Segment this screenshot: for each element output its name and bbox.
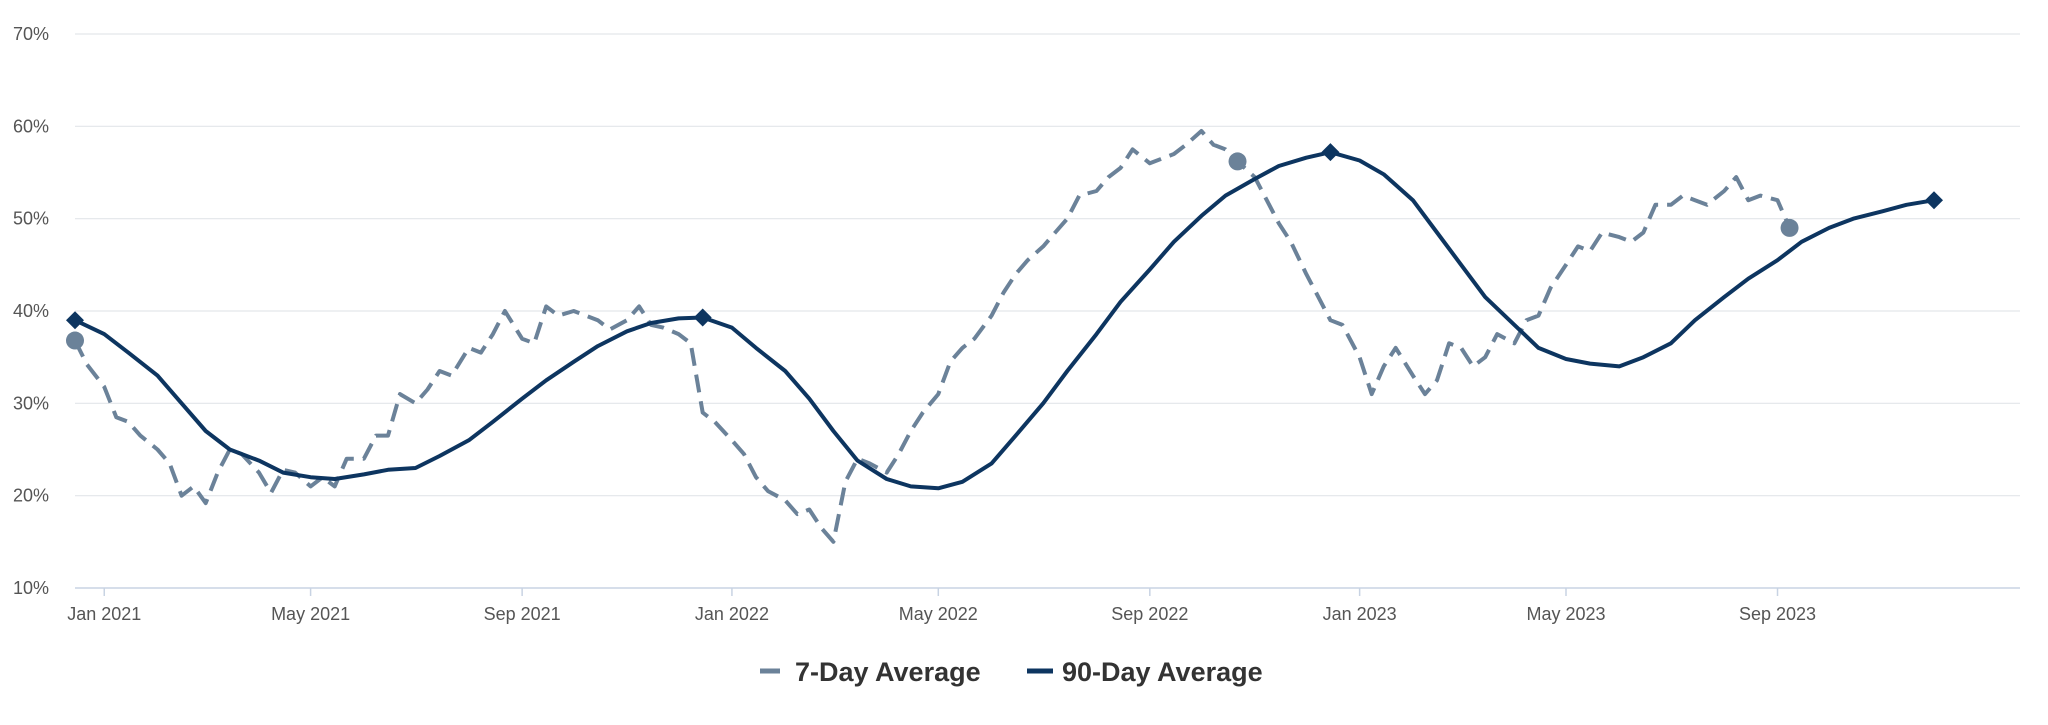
y-tick-label: 20% (13, 486, 49, 506)
x-tick-label: Jan 2022 (695, 604, 769, 624)
series-markers (66, 143, 1944, 350)
y-tick-label: 60% (13, 116, 49, 136)
y-tick-label: 10% (13, 578, 49, 598)
marker-90-day[interactable] (693, 308, 712, 327)
y-tick-label: 50% (13, 209, 49, 229)
y-tick-label: 30% (13, 393, 49, 413)
series-line-7-day (73, 129, 1792, 544)
y-axis-ticks: 10% 20% 30% 40% 50% 60% 70% (13, 24, 49, 598)
y-tick-label: 70% (13, 24, 49, 44)
marker-90-day[interactable] (66, 311, 84, 330)
x-tick-label: Sep 2022 (1111, 604, 1188, 624)
marker-7-day[interactable] (66, 331, 84, 350)
y-tick-label: 40% (13, 301, 49, 321)
x-tick-label: Jan 2021 (67, 604, 141, 624)
marker-7-day[interactable] (1780, 218, 1799, 237)
marker-90-day[interactable] (1321, 143, 1340, 162)
series-line-90-day (74, 150, 1935, 491)
x-tick-label: Sep 2023 (1739, 604, 1816, 624)
x-tick-label: Jan 2023 (1323, 604, 1397, 624)
grid-lines (75, 33, 2020, 497)
legend-item-7-day[interactable]: 7-Day Average (760, 657, 981, 687)
series-lines (73, 129, 1935, 544)
legend[interactable]: 7-Day Average 90-Day Average (760, 657, 1263, 687)
legend-label-90-day: 90-Day Average (1062, 657, 1263, 687)
marker-7-day[interactable] (1228, 152, 1247, 171)
x-axis: Jan 2021 May 2021 Sep 2021 Jan 2022 May 2022… (67, 587, 2020, 624)
legend-item-90-day[interactable]: 90-Day Average (1027, 657, 1263, 687)
x-tick-label: May 2023 (1526, 604, 1605, 624)
x-tick-label: Sep 2021 (484, 604, 561, 624)
x-tick-label: May 2021 (271, 604, 350, 624)
x-tick-label: May 2022 (899, 604, 978, 624)
legend-label-7-day: 7-Day Average (795, 657, 981, 687)
marker-90-day[interactable] (1925, 191, 1944, 210)
